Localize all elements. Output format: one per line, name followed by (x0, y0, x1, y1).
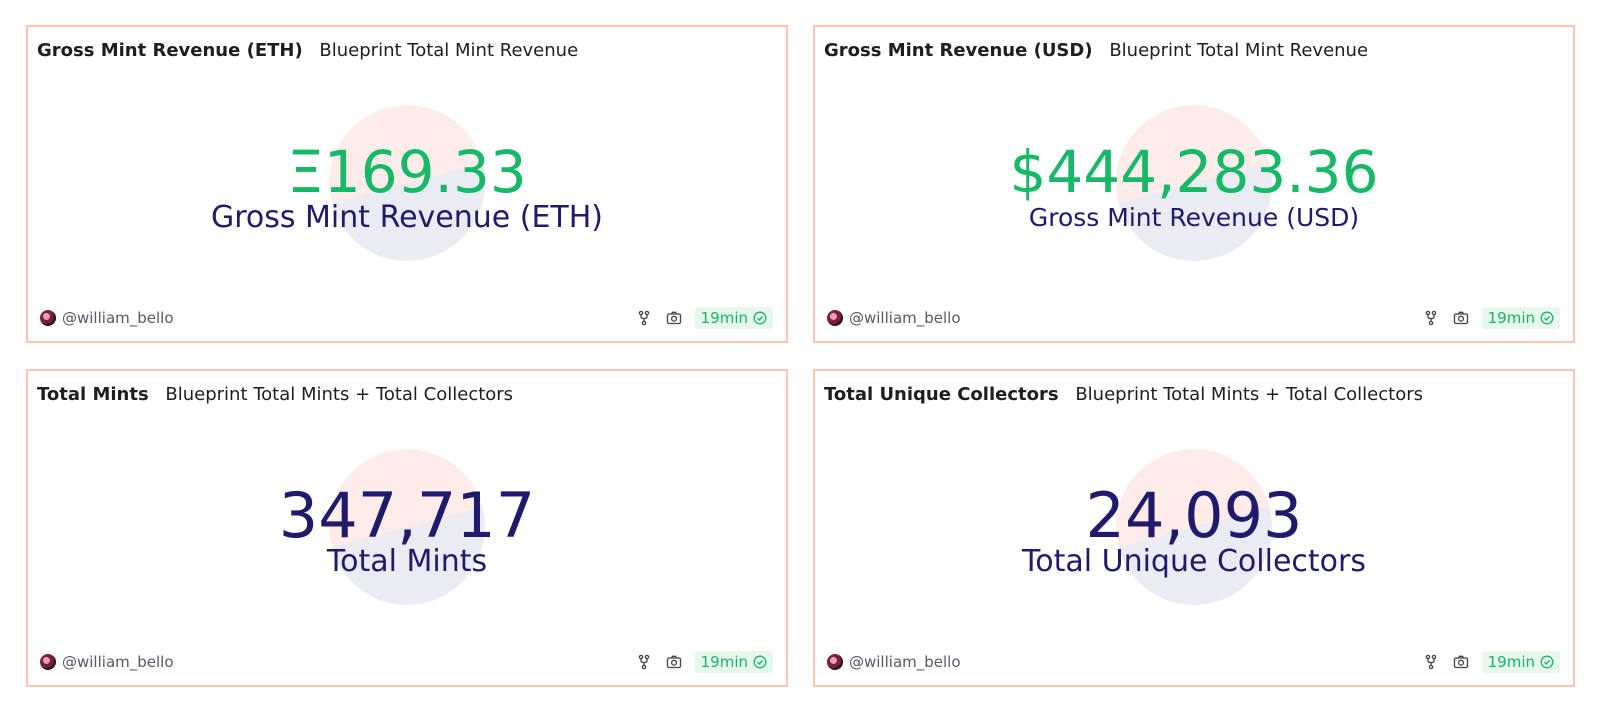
card-subtitle[interactable]: Blueprint Total Mints + Total Collectors (165, 384, 514, 405)
card-subtitle[interactable]: Blueprint Total Mint Revenue (319, 40, 579, 61)
check-circle-icon (1540, 655, 1554, 669)
author-name: @william_bello (849, 309, 961, 327)
camera-icon[interactable] (1452, 309, 1470, 327)
card-actions: 19min (635, 651, 773, 673)
card-title[interactable]: Gross Mint Revenue (ETH) (37, 40, 303, 61)
author-name: @william_bello (849, 653, 961, 671)
author-link[interactable]: @william_bello (40, 653, 174, 671)
fork-icon[interactable] (635, 653, 653, 671)
counter-background-circle (329, 105, 485, 261)
refresh-badge[interactable]: 19min (694, 651, 773, 673)
camera-icon[interactable] (665, 653, 683, 671)
refresh-time: 19min (700, 309, 748, 327)
counter-label: Total Mints (326, 544, 488, 579)
card-title[interactable]: Gross Mint Revenue (USD) (824, 40, 1093, 61)
counter-value: 24,093 (1085, 479, 1303, 552)
check-circle-icon (753, 655, 767, 669)
check-circle-icon (753, 311, 767, 325)
card-actions: 19min (1422, 651, 1560, 673)
refresh-badge[interactable]: 19min (1481, 307, 1560, 329)
counter-background-circle (1116, 449, 1272, 605)
fork-icon[interactable] (635, 309, 653, 327)
refresh-time: 19min (700, 653, 748, 671)
avatar (40, 654, 56, 670)
check-circle-icon (1540, 311, 1554, 325)
author-link[interactable]: @william_bello (827, 653, 961, 671)
refresh-badge[interactable]: 19min (694, 307, 773, 329)
card-title[interactable]: Total Unique Collectors (824, 384, 1059, 405)
refresh-time: 19min (1487, 309, 1535, 327)
card-header: Gross Mint Revenue (USD) Blueprint Total… (824, 40, 1368, 61)
counter-label: Gross Mint Revenue (USD) (1028, 203, 1360, 232)
refresh-time: 19min (1487, 653, 1535, 671)
camera-icon[interactable] (1452, 653, 1470, 671)
counter-label: Gross Mint Revenue (ETH) (210, 200, 604, 235)
card-header: Gross Mint Revenue (ETH) Blueprint Total… (37, 40, 578, 61)
card-subtitle[interactable]: Blueprint Total Mint Revenue (1109, 40, 1369, 61)
counter-value: $444,283.36 (1009, 138, 1379, 206)
counter-value: 347,717 (278, 479, 536, 552)
card-header: Total Mints Blueprint Total Mints + Tota… (37, 384, 513, 405)
counter-value: Ξ169.33 (287, 138, 527, 206)
counter-label: Total Unique Collectors (1022, 544, 1366, 579)
avatar (40, 310, 56, 326)
fork-icon[interactable] (1422, 309, 1440, 327)
author-name: @william_bello (62, 309, 174, 327)
counter-background-circle (329, 449, 485, 605)
card-header: Total Unique Collectors Blueprint Total … (824, 384, 1423, 405)
card-actions: 19min (635, 307, 773, 329)
card-actions: 19min (1422, 307, 1560, 329)
counter-background-circle (1116, 105, 1272, 261)
avatar (827, 310, 843, 326)
card-title[interactable]: Total Mints (37, 384, 149, 405)
refresh-badge[interactable]: 19min (1481, 651, 1560, 673)
author-link[interactable]: @william_bello (827, 309, 961, 327)
author-name: @william_bello (62, 653, 174, 671)
card-subtitle[interactable]: Blueprint Total Mints + Total Collectors (1075, 384, 1423, 405)
camera-icon[interactable] (665, 309, 683, 327)
counter-card: Gross Mint Revenue (USD) Blueprint Total… (813, 25, 1575, 343)
avatar (827, 654, 843, 670)
counter-card: Gross Mint Revenue (ETH) Blueprint Total… (26, 25, 788, 343)
fork-icon[interactable] (1422, 653, 1440, 671)
counter-card: Total Unique Collectors Blueprint Total … (813, 369, 1575, 687)
counter-card: Total Mints Blueprint Total Mints + Tota… (26, 369, 788, 687)
author-link[interactable]: @william_bello (40, 309, 174, 327)
